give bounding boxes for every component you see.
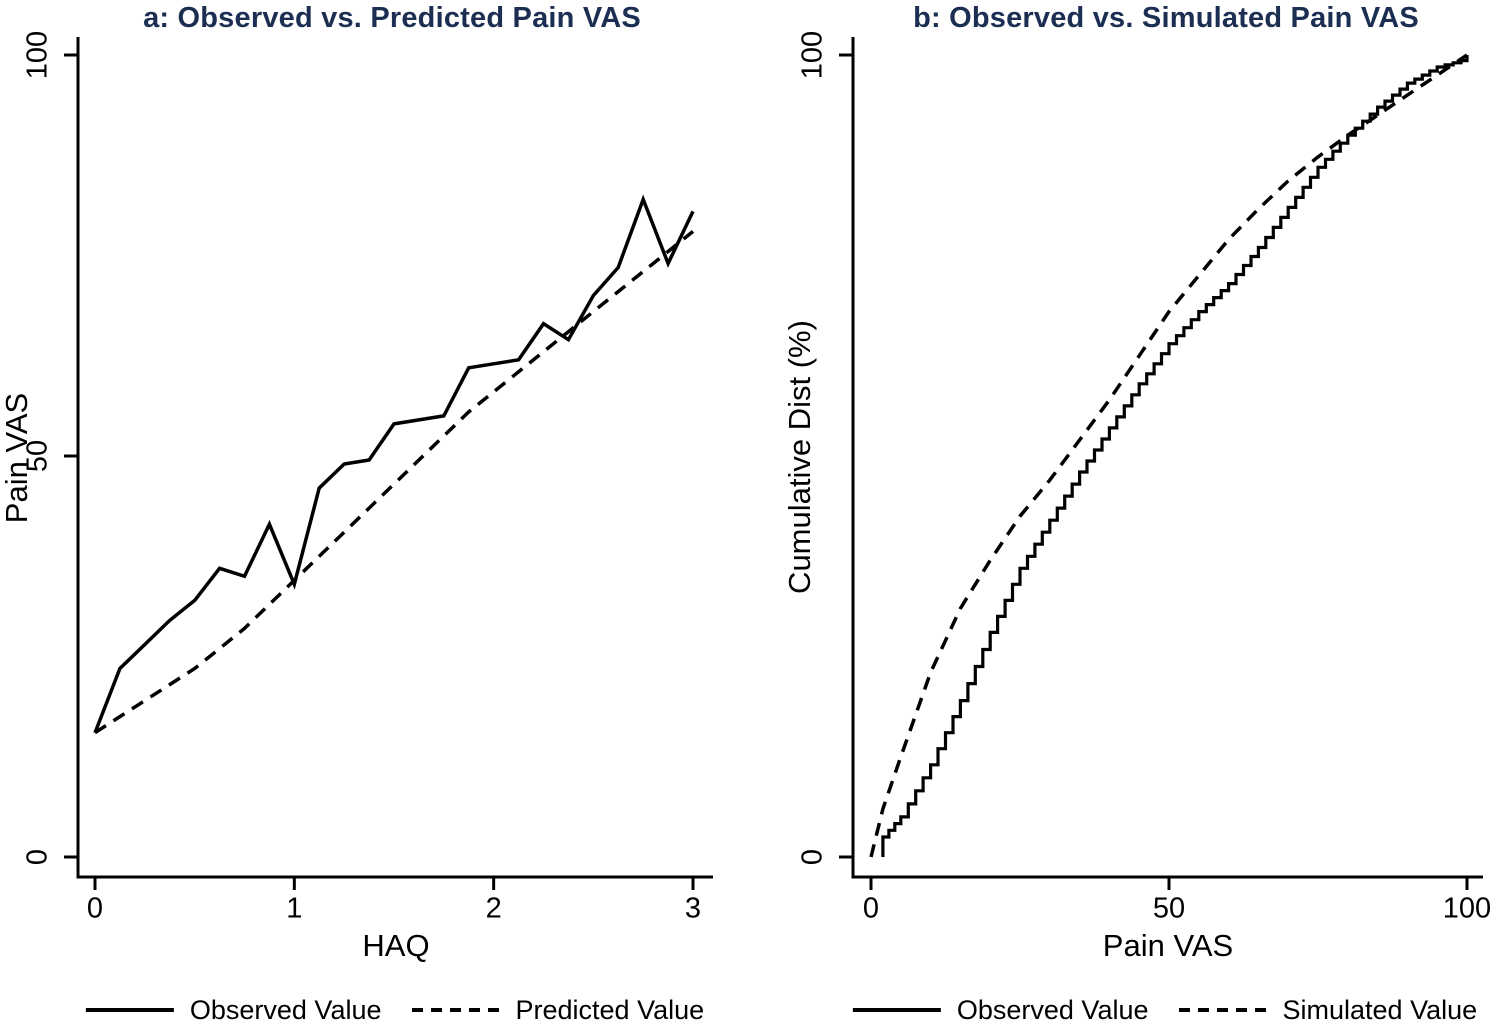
panel-b-x-axis-label: Pain VAS <box>1102 928 1234 963</box>
panel-b-xtick-label-0: 0 <box>862 892 880 925</box>
legend-label-simulated: Simulated Value <box>1282 994 1478 1024</box>
panel-a-xtick-label-3: 3 <box>684 892 702 925</box>
legend-label-observed-a: Observed Value <box>189 994 382 1024</box>
panel-b-ytick-label-0: 0 <box>796 848 829 866</box>
panel-b-xtick-label-50: 50 <box>1152 892 1186 925</box>
observed-value-solid-line-a <box>93 194 695 734</box>
panel-a-xtick-label-2: 2 <box>485 892 502 925</box>
panel-a-ytick-label-0: 0 <box>21 848 54 866</box>
panel-b-legend: Observed Value Simulated Value <box>852 993 1478 1024</box>
panel-a-x-axis-label: HAQ <box>362 928 430 963</box>
observed-line-swatch <box>85 1008 174 1012</box>
predicted-value-dashed-line-a <box>94 230 695 735</box>
legend-label-observed-b: Observed Value <box>956 994 1149 1024</box>
simulated-value-dashed-line-b <box>869 53 1468 858</box>
panel-a-xtick-label-1: 1 <box>286 892 303 925</box>
predicted-line-swatch <box>411 1008 500 1012</box>
panel-a-title: a: Observed vs. Predicted Pain VAS <box>143 2 641 34</box>
panel-b-ytick-label-100: 100 <box>796 30 829 80</box>
panel-b-xtick-label-100: 100 <box>1442 892 1492 925</box>
legend-label-predicted: Predicted Value <box>515 994 705 1024</box>
panel-a-legend: Observed Value Predicted Value <box>85 993 705 1024</box>
panel-a-xtick-label-0: 0 <box>86 892 104 925</box>
panel-a-ytick-label-100: 100 <box>21 30 54 80</box>
panel-b-y-axis-label: Cumulative Dist (%) <box>782 320 817 594</box>
observed-value-solid-line-b <box>881 55 1469 857</box>
panel-a-ytick-label-50: 50 <box>21 439 54 473</box>
simulated-line-swatch <box>1178 1008 1267 1012</box>
panel-b-title: b: Observed vs. Simulated Pain VAS <box>913 2 1419 34</box>
observed-line-swatch-b <box>852 1008 941 1012</box>
